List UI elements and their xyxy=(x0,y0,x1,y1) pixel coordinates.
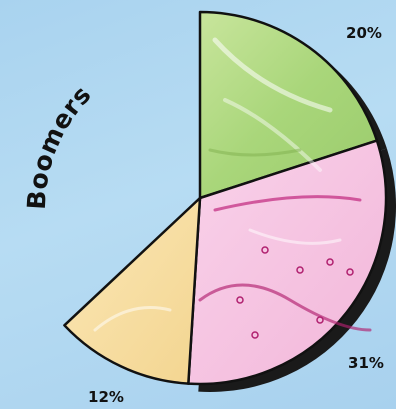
texture-bubble xyxy=(296,266,304,274)
texture-bubble xyxy=(261,246,269,254)
texture-bubble xyxy=(236,296,244,304)
texture-bubble xyxy=(316,316,324,324)
chart-title: Boomers xyxy=(22,80,97,211)
texture-streak xyxy=(213,195,362,212)
pie-slice-green xyxy=(198,10,379,200)
slice-label-yellow: 12% xyxy=(88,388,124,406)
pie-slice-yellow xyxy=(63,196,202,385)
texture-streak xyxy=(208,148,302,157)
texture-bubble xyxy=(346,268,354,276)
slice-label-green: 20% xyxy=(346,24,382,42)
chart-title-path: Boomers xyxy=(22,80,97,211)
texture-streak xyxy=(248,228,342,245)
texture-streak xyxy=(93,306,172,332)
slice-label-pink: 31% xyxy=(348,354,384,372)
slice-texture xyxy=(93,37,372,339)
texture-streak xyxy=(198,283,372,332)
texture-bubble xyxy=(251,331,259,339)
texture-bubble xyxy=(326,258,334,266)
texture-streak xyxy=(212,37,333,113)
texture-streak xyxy=(223,98,322,172)
